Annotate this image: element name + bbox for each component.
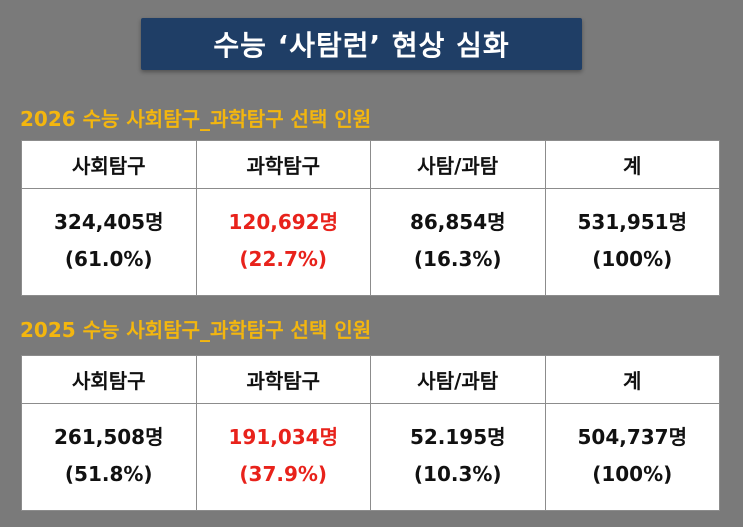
percent-science: (22.7%)	[195, 239, 371, 296]
header-total: 계	[544, 140, 720, 189]
header-science: 과학탐구	[195, 140, 371, 189]
percent-social-science-mixed: (16.3%)	[370, 239, 546, 296]
header-social-science-mixed: 사탐/과탐	[370, 140, 546, 189]
count-social-science-mixed: 86,854명	[370, 188, 546, 239]
section-heading-2026: 2026 수능 사회탐구_과학탐구 선택 인원	[20, 107, 372, 131]
table-row-percents: (51.8%) (37.9%) (10.3%) (100%)	[21, 454, 720, 511]
table-2025: 사회탐구 과학탐구 사탐/과탐 계 261,508명 191,034명 52.1…	[21, 355, 720, 511]
count-total: 531,951명	[544, 188, 720, 239]
header-social-studies: 사회탐구	[21, 140, 197, 189]
count-total: 504,737명	[544, 403, 720, 454]
percent-social-studies: (51.8%)	[21, 454, 197, 511]
header-science: 과학탐구	[195, 355, 371, 404]
table-header-row: 사회탐구 과학탐구 사탐/과탐 계	[21, 355, 720, 404]
percent-social-science-mixed: (10.3%)	[370, 454, 546, 511]
count-social-studies: 324,405명	[21, 188, 197, 239]
page-title: 수능 ‘사탐런’ 현상 심화	[141, 18, 582, 70]
percent-social-studies: (61.0%)	[21, 239, 197, 296]
table-header-row: 사회탐구 과학탐구 사탐/과탐 계	[21, 140, 720, 189]
table-row-counts: 324,405명 120,692명 86,854명 531,951명	[21, 188, 720, 239]
table-2026: 사회탐구 과학탐구 사탐/과탐 계 324,405명 120,692명 86,8…	[21, 140, 720, 296]
percent-science: (37.9%)	[195, 454, 371, 511]
percent-total: (100%)	[544, 239, 720, 296]
count-social-studies: 261,508명	[21, 403, 197, 454]
table-row-percents: (61.0%) (22.7%) (16.3%) (100%)	[21, 239, 720, 296]
count-science: 191,034명	[195, 403, 371, 454]
header-total: 계	[544, 355, 720, 404]
percent-total: (100%)	[544, 454, 720, 511]
table-row-counts: 261,508명 191,034명 52.195명 504,737명	[21, 403, 720, 454]
header-social-science-mixed: 사탐/과탐	[370, 355, 546, 404]
count-social-science-mixed: 52.195명	[370, 403, 546, 454]
section-heading-2025: 2025 수능 사회탐구_과학탐구 선택 인원	[20, 318, 372, 342]
count-science: 120,692명	[195, 188, 371, 239]
header-social-studies: 사회탐구	[21, 355, 197, 404]
